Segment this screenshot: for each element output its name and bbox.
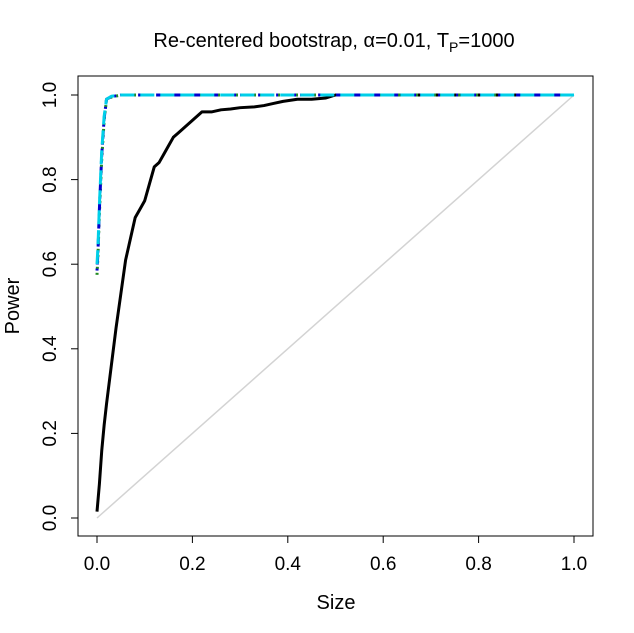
x-tick-label: 0.8 xyxy=(465,554,491,575)
y-tick-label: 0.6 xyxy=(40,251,61,277)
series-line-3 xyxy=(95,93,574,271)
reference-diagonal-line xyxy=(96,94,575,519)
x-tick-label: 0.6 xyxy=(370,554,396,575)
x-axis-label: Size xyxy=(317,592,356,614)
y-axis: 0.0 0.2 0.4 0.6 0.8 1.0 xyxy=(40,82,79,531)
title-alpha-symbol: α xyxy=(364,30,376,52)
x-tick-label: 1.0 xyxy=(561,554,587,575)
y-tick-label: 0.4 xyxy=(40,335,61,362)
title-tp-sub: P xyxy=(449,39,458,55)
y-axis-label: Power xyxy=(2,277,24,334)
y-tick-label: 1.0 xyxy=(40,82,61,108)
title-prefix: Re-centered bootstrap, xyxy=(153,30,363,52)
chart-title: Re-centered bootstrap, α=0.01, TP=1000 xyxy=(153,30,514,55)
y-tick-label: 0.2 xyxy=(40,420,61,446)
x-tick-label: 0.2 xyxy=(179,554,205,575)
title-alpha-value: =0.01, xyxy=(375,30,437,52)
x-tick-label: 0.0 xyxy=(84,554,110,575)
title-tp-main: T xyxy=(437,30,449,52)
series-line-2 xyxy=(95,93,574,275)
series-line-4 xyxy=(95,93,574,265)
plot-area xyxy=(95,93,575,519)
y-tick-label: 0.0 xyxy=(40,505,61,531)
x-tick-label: 0.4 xyxy=(275,554,302,575)
x-axis: 0.0 0.2 0.4 0.6 0.8 1.0 xyxy=(84,535,587,575)
title-tp-value: =1000 xyxy=(458,30,514,52)
series-line-1 xyxy=(95,93,574,512)
y-tick-label: 0.8 xyxy=(40,166,61,192)
